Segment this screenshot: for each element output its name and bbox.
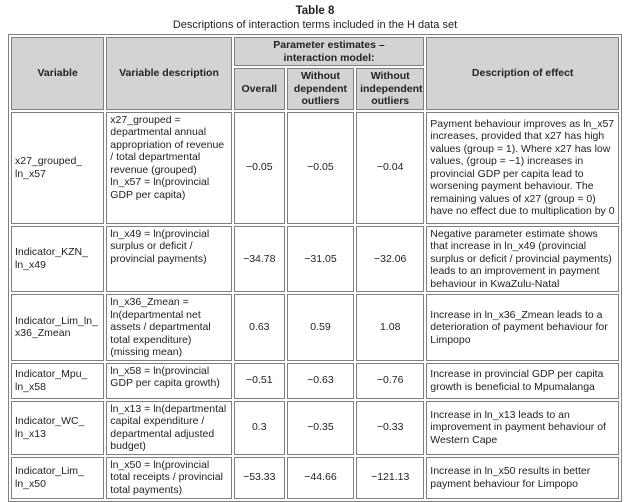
cell-without-independent: −0.76 bbox=[356, 362, 425, 399]
table-subtitle: Descriptions of interaction terms includ… bbox=[172, 19, 458, 31]
cell-without-independent: 1.08 bbox=[356, 294, 425, 361]
cell-variable: Indicator_WC_ ln_x13 bbox=[11, 400, 105, 455]
cell-overall: −0.05 bbox=[233, 111, 285, 224]
cell-variable: x27_grouped_ ln_x57 bbox=[11, 111, 105, 224]
cell-overall: 0.3 bbox=[233, 400, 285, 455]
cell-without-dependent: −44.66 bbox=[286, 456, 355, 499]
cell-effect: Increase in ln_x36_Zmean leads to a dete… bbox=[426, 294, 619, 361]
table-row: Indicator_Mpu_ ln_x58 ln_x58 = ln(provin… bbox=[11, 362, 619, 399]
cell-variable-description: ln_x50 = ln(provincial total receipts / … bbox=[106, 456, 232, 499]
cell-variable-description: ln_x13 = ln(departmental capital expendi… bbox=[106, 400, 232, 455]
cell-variable-description: ln_x58 = ln(provincial GDP per capita gr… bbox=[106, 362, 232, 399]
header-variable: Variable bbox=[11, 37, 105, 110]
cell-effect: Increase in provincial GDP per capita gr… bbox=[426, 362, 619, 399]
cell-variable-description: ln_x36_Zmean = ln(departmental net asset… bbox=[106, 294, 232, 361]
cell-without-independent: −32.06 bbox=[356, 225, 425, 292]
cell-overall: 0.63 bbox=[233, 294, 285, 361]
cell-overall: −0.51 bbox=[233, 362, 285, 399]
cell-without-dependent: −0.35 bbox=[286, 400, 355, 455]
table-title: Table 8 bbox=[295, 5, 335, 17]
cell-effect: Increase in ln_x50 results in better pay… bbox=[426, 456, 619, 499]
cell-without-independent: −0.33 bbox=[356, 400, 425, 455]
cell-without-independent: −121.13 bbox=[356, 456, 425, 499]
cell-variable: Indicator_Lim_ ln_x50 bbox=[11, 456, 105, 499]
table-row: Indicator_Lim_ln_ x36_Zmean ln_x36_Zmean… bbox=[11, 294, 619, 361]
cell-variable: Indicator_Lim_ln_ x36_Zmean bbox=[11, 294, 105, 361]
header-without-independent-outliers: Without independent outliers bbox=[356, 68, 425, 110]
cell-variable-description: ln_x49 = ln(provincial surplus or defici… bbox=[106, 225, 232, 292]
interaction-terms-table: Variable Variable description Parameter … bbox=[8, 34, 622, 502]
header-description-of-effect: Description of effect bbox=[426, 37, 619, 110]
header-overall: Overall bbox=[233, 68, 285, 110]
cell-without-independent: −0.04 bbox=[356, 111, 425, 224]
header-parameter-estimates-group: Parameter estimates – interaction model: bbox=[233, 37, 425, 66]
cell-effect: Increase in ln_x13 leads to an improveme… bbox=[426, 400, 619, 455]
header-variable-description: Variable description bbox=[106, 37, 232, 110]
cell-without-dependent: −31.05 bbox=[286, 225, 355, 292]
cell-variable: Indicator_Mpu_ ln_x58 bbox=[11, 362, 105, 399]
cell-variable: Indicator_KZN_ ln_x49 bbox=[11, 225, 105, 292]
cell-overall: −34.78 bbox=[233, 225, 285, 292]
cell-without-dependent: 0.59 bbox=[286, 294, 355, 361]
header-without-dependent-outliers: Without dependent outliers bbox=[286, 68, 355, 110]
cell-without-dependent: −0.05 bbox=[286, 111, 355, 224]
table-row: Indicator_Lim_ ln_x50 ln_x50 = ln(provin… bbox=[11, 456, 619, 499]
cell-overall: −53.33 bbox=[233, 456, 285, 499]
cell-effect: Negative parameter estimate shows that i… bbox=[426, 225, 619, 292]
table-caption: Table 8 Descriptions of interaction term… bbox=[0, 0, 630, 32]
cell-variable-description: x27_grouped = departmental annual approp… bbox=[106, 111, 232, 224]
cell-without-dependent: −0.63 bbox=[286, 362, 355, 399]
table-row: x27_grouped_ ln_x57 x27_grouped = depart… bbox=[11, 111, 619, 224]
table-row: Indicator_KZN_ ln_x49 ln_x49 = ln(provin… bbox=[11, 225, 619, 292]
cell-effect: Payment behaviour improves as ln_x57 inc… bbox=[426, 111, 619, 224]
table-row: Indicator_WC_ ln_x13 ln_x13 = ln(departm… bbox=[11, 400, 619, 455]
